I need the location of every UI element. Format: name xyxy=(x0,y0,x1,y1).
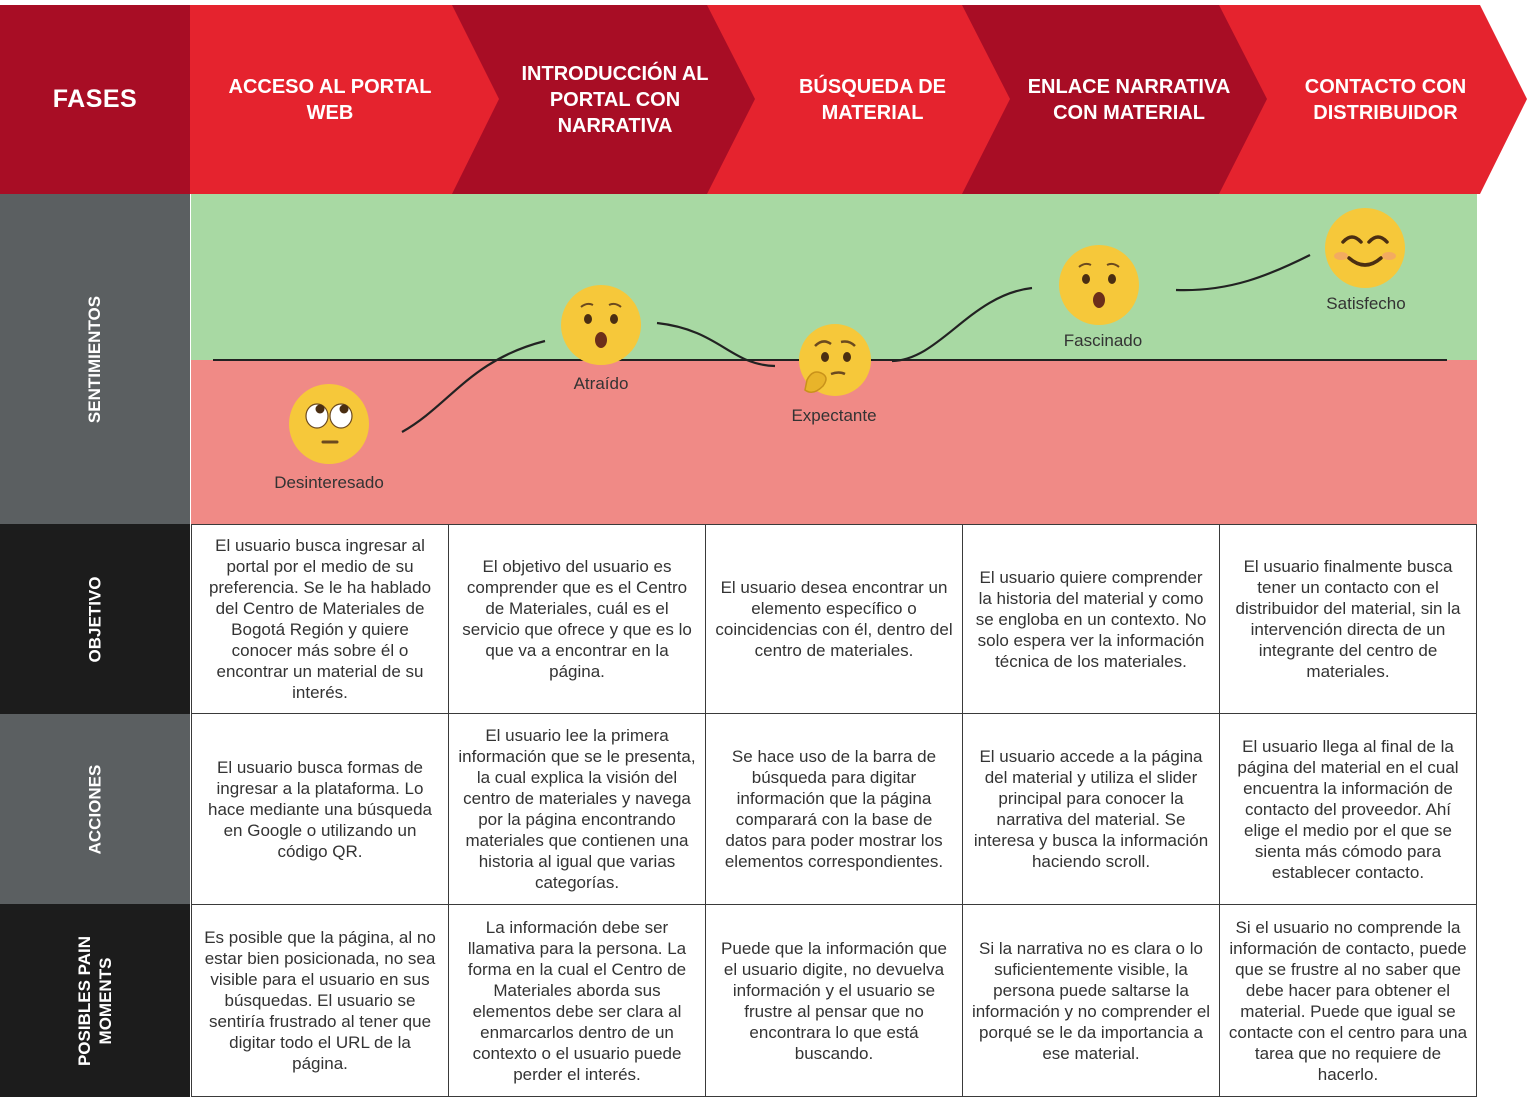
row-label-pain: POSIBLES PAIN MOMENTS xyxy=(0,904,190,1097)
positive-emotion-band xyxy=(191,194,1477,360)
row-label-objetivo: OBJETIVO xyxy=(0,524,190,714)
sentimientos-label: SENTIMIENTOS xyxy=(85,295,105,423)
phase-arrow-4 xyxy=(955,5,1267,194)
phases-header-arrows xyxy=(190,5,1527,194)
pain-cell-5: Si el usuario no comprende la informació… xyxy=(1219,904,1477,1097)
phase-arrow-1 xyxy=(190,5,499,194)
pain-label: POSIBLES PAIN MOMENTS xyxy=(74,926,116,1076)
acciones-cell-3: Se hace uso de la barra de búsqueda para… xyxy=(705,713,963,905)
pain-cell-2: La información debe ser llamativa para l… xyxy=(448,904,706,1097)
acciones-cell-1: El usuario busca formas de ingresar a la… xyxy=(191,713,449,905)
pain-cell-4: Si la narrativa no es clara o lo suficie… xyxy=(962,904,1220,1097)
phase-label-4: ENLACE NARRATIVA CON MATERIAL xyxy=(1027,75,1231,124)
acciones-cell-4: El usuario accede a la página del materi… xyxy=(962,713,1220,905)
objetivo-cell-4: El usuario quiere comprender la historia… xyxy=(962,524,1220,714)
objetivo-cell-2: El objetivo del usuario es comprender qu… xyxy=(448,524,706,714)
phase-label-1: ACCESO AL PORTAL WEB xyxy=(228,75,432,124)
acciones-cell-5: El usuario llega al final de la página d… xyxy=(1219,713,1477,905)
phase-arrow-2 xyxy=(445,5,755,194)
pain-label-text: POSIBLES PAIN MOMENTS xyxy=(75,935,115,1066)
phase-arrow-5 xyxy=(1212,5,1527,194)
negative-emotion-band xyxy=(191,360,1477,524)
objetivo-cell-5: El usuario finalmente busca tener un con… xyxy=(1219,524,1477,714)
phase-label-3: BÚSQUEDA DE MATERIAL xyxy=(798,75,947,124)
fases-label: FASES xyxy=(52,85,138,113)
row-label-acciones: ACCIONES xyxy=(0,714,190,904)
emotion-label-5: Satisfecho xyxy=(1326,294,1406,313)
objetivo-label: OBJETIVO xyxy=(85,576,105,662)
acciones-label: ACCIONES xyxy=(85,764,105,854)
phase-label-5: CONTACTO CON DISTRIBUIDOR xyxy=(1304,75,1467,124)
phase-label-2: INTRODUCCIÓN AL PORTAL CON NARRATIVA xyxy=(521,62,709,137)
pain-cell-3: Puede que la información que el usuario … xyxy=(705,904,963,1097)
emotion-label-1: Desinteresado xyxy=(274,473,384,492)
fases-header-cell: FASES xyxy=(0,5,190,194)
objetivo-cell-1: El usuario busca ingresar al portal por … xyxy=(191,524,449,714)
objetivo-cell-3: El usuario desea encontrar un elemento e… xyxy=(705,524,963,714)
emotion-label-2: Atraído xyxy=(573,374,629,393)
phase-arrow-3 xyxy=(700,5,1010,194)
emotion-label-4: Fascinado xyxy=(1063,331,1143,350)
emotion-label-3: Expectante xyxy=(791,406,877,425)
pain-cell-1: Es posible que la página, al no estar bi… xyxy=(191,904,449,1097)
row-label-sentimientos: SENTIMIENTOS xyxy=(0,194,190,524)
acciones-cell-2: El usuario lee la primera información qu… xyxy=(448,713,706,905)
